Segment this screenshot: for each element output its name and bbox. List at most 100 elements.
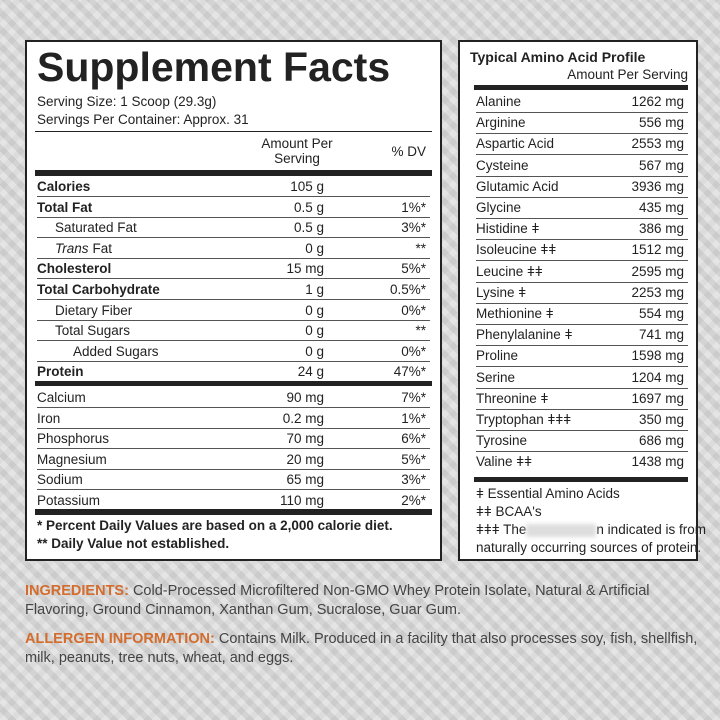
amino-title: Typical Amino Acid Profile — [470, 49, 646, 65]
amino-amount: 1262 mg — [631, 94, 684, 109]
amino-amount: 2553 mg — [631, 136, 684, 152]
thick-divider — [35, 170, 432, 176]
nutrient-name: Sodium — [37, 472, 83, 488]
ingredients-text: Cold-Processed Microfiltered Non-GMO Whe… — [25, 583, 650, 618]
blurred-text — [526, 523, 597, 537]
divider — [35, 131, 432, 132]
amino-name: Arginine — [476, 115, 526, 131]
ingredients-label: INGREDIENTS: — [25, 583, 129, 599]
amino-name: Isoleucine ǂǂ — [476, 242, 557, 258]
amino-amount: 2595 mg — [631, 263, 684, 279]
amino-name: Methionine ǂ — [476, 306, 554, 321]
dv-header: % DV — [391, 144, 426, 159]
daily-value: 1%* — [401, 199, 426, 215]
nutrient-name: Protein — [37, 364, 84, 380]
amount: 0.5 g — [293, 220, 324, 236]
amino-row: Isoleucine ǂǂ 1512 mg — [476, 239, 688, 262]
nutrient-name-italic: Trans — [55, 240, 89, 256]
amino-name: Cysteine — [476, 157, 529, 173]
daily-value: ** — [415, 323, 426, 339]
amino-amount: 1204 mg — [631, 369, 684, 385]
amino-amount: 567 mg — [638, 157, 684, 173]
nutrient-row: Trans Fat 0 g ** — [37, 238, 430, 259]
allergen: ALLERGEN INFORMATION: Contains Milk. Pro… — [25, 630, 705, 668]
daily-value: ** — [415, 240, 426, 256]
amount: 65 mg — [286, 472, 324, 488]
nutrient-name: Magnesium — [37, 451, 107, 467]
nutrient-name: Total Sugars — [55, 323, 131, 339]
amino-name: Proline — [476, 348, 519, 364]
legend-note: ǂǂǂ The n indicated is from — [476, 522, 706, 537]
daily-value: 0.5%* — [389, 282, 426, 297]
amino-name: Glycine — [476, 200, 522, 215]
amino-amount: 686 mg — [638, 433, 684, 449]
amount: 0.5 g — [293, 199, 324, 215]
amino-name: Histidine ǂ — [476, 221, 540, 237]
daily-value: 0%* — [401, 302, 426, 318]
nutrient-row: Total Sugars 0 g ** — [37, 320, 430, 342]
nutrient-row: Sodium 65 mg 3%* — [37, 469, 430, 491]
nutrient-row: Protein 24 g 47%* — [37, 361, 430, 381]
amount: 0 g — [305, 240, 324, 256]
serving-size: Serving Size: 1 Scoop (29.3g) — [37, 94, 217, 109]
nutrient-row: Dietary Fiber 0 g 0%* — [37, 300, 430, 321]
servings-per-container: Servings Per Container: Approx. 31 — [37, 112, 249, 127]
amount: 24 g — [297, 364, 324, 380]
amino-amount: 1512 mg — [631, 242, 684, 258]
nutrient-row: Calcium 90 mg 7%* — [37, 387, 430, 408]
amino-name: Tyrosine — [476, 433, 528, 449]
amino-amount: 1697 mg — [631, 390, 684, 406]
nutrient-row: Total Fat 0.5 g 1%* — [37, 197, 430, 218]
nutrient-name-rest: Fat — [92, 240, 113, 256]
amino-name: Valine ǂǂ — [476, 454, 533, 470]
nutrient-name: Calories — [37, 179, 91, 194]
amino-amount: 350 mg — [638, 412, 684, 427]
amount: 1 g — [305, 282, 324, 297]
amount: 0 g — [305, 343, 324, 359]
amino-row: Leucine ǂǂ 2595 mg — [476, 261, 688, 283]
nutrient-name: Total Carbohydrate — [37, 282, 160, 297]
daily-value: 7%* — [401, 390, 426, 405]
amino-amount: 3936 mg — [631, 178, 684, 194]
thick-divider — [474, 85, 688, 90]
title: Supplement Facts — [37, 44, 391, 90]
amount: 0 g — [305, 323, 324, 339]
nutrient-row: Saturated Fat 0.5 g 3%* — [37, 217, 430, 239]
allergen-label: ALLERGEN INFORMATION: — [25, 631, 215, 647]
amount: 20 mg — [286, 451, 324, 467]
amino-name: Aspartic Acid — [476, 136, 555, 152]
nutrient-row: Phosphorus 70 mg 6%* — [37, 428, 430, 450]
amino-row: Alanine 1262 mg — [476, 91, 688, 113]
daily-value: 3%* — [401, 220, 426, 236]
nutrient-row: Total Carbohydrate 1 g 0.5%* — [37, 279, 430, 300]
amount-header: Amount Per Serving — [261, 136, 333, 166]
amino-row: Valine ǂǂ 1438 mg — [476, 451, 688, 472]
nutrient-row: Magnesium 20 mg 5%* — [37, 449, 430, 470]
nutrient-name: Potassium — [37, 493, 101, 508]
daily-value: 2%* — [401, 493, 426, 508]
nutrient-name: Dietary Fiber — [55, 302, 133, 318]
daily-value: 5%* — [401, 451, 426, 467]
amino-name: Serine — [476, 369, 516, 385]
amino-row: Cysteine 567 mg — [476, 155, 688, 177]
nutrient-name: Trans Fat — [55, 241, 112, 256]
nutrient-row: Iron 0.2 mg 1%* — [37, 408, 430, 429]
daily-value: 3%* — [401, 472, 426, 488]
daily-value: 47%* — [393, 364, 426, 380]
amount: 0 g — [305, 302, 324, 318]
amino-row: Glutamic Acid 3936 mg — [476, 176, 688, 198]
nutrient-row: Calories 105 g — [37, 176, 430, 197]
amino-amount: 1598 mg — [631, 348, 684, 364]
nutrient-name: Phosphorus — [37, 431, 110, 447]
amino-row: Arginine 556 mg — [476, 112, 688, 135]
amino-amount: 741 mg — [638, 327, 684, 343]
amino-amount: 556 mg — [638, 115, 684, 131]
amino-row: Tryptophan ǂǂǂ 350 mg — [476, 409, 688, 431]
amino-row: Tyrosine 686 mg — [476, 430, 688, 453]
thick-divider — [35, 381, 432, 386]
legend-note-end: naturally occurring sources of protein. — [476, 540, 702, 555]
legend-bcaa: ǂǂ BCAA's — [476, 504, 542, 519]
nutrient-row: Added Sugars 0 g 0%* — [37, 341, 430, 362]
amino-name: Glutamic Acid — [476, 178, 559, 194]
